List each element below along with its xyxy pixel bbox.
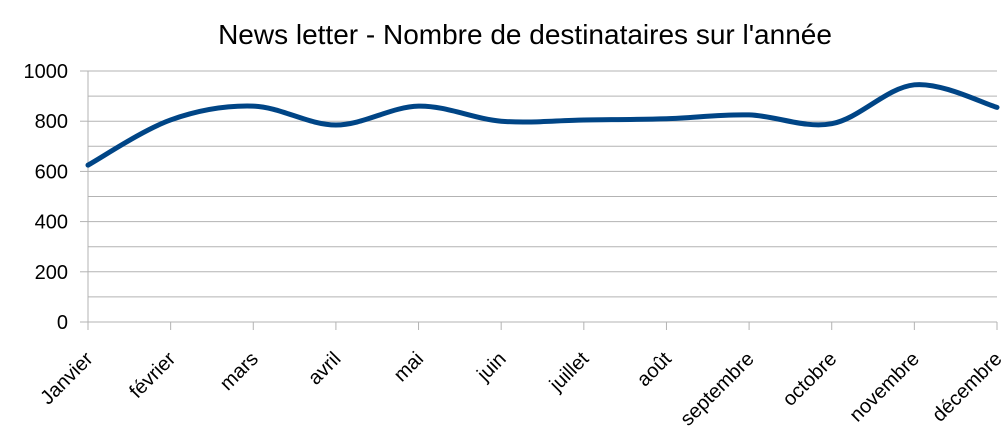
x-tick-label: novembre bbox=[845, 348, 923, 426]
y-tick-label: 600 bbox=[35, 161, 68, 183]
x-tick-label: février bbox=[125, 348, 180, 403]
y-tick-label: 200 bbox=[35, 262, 68, 284]
x-tick-label: août bbox=[633, 348, 676, 391]
y-tick-label: 0 bbox=[57, 312, 68, 334]
x-tick-label: mai bbox=[390, 348, 428, 386]
chart-title: News letter - Nombre de destinataires su… bbox=[218, 19, 832, 50]
x-tick-label: juin bbox=[472, 348, 510, 386]
y-tick-label: 800 bbox=[35, 111, 68, 133]
x-tick-label: décembre bbox=[928, 348, 1004, 426]
x-tick-label: octobre bbox=[779, 348, 842, 411]
y-tick-label: 1000 bbox=[24, 61, 69, 83]
x-tick-label: Janvier bbox=[36, 348, 97, 409]
x-tick-label: avril bbox=[304, 348, 345, 389]
x-tick-label: juillet bbox=[545, 348, 594, 397]
y-tick-label: 400 bbox=[35, 212, 68, 234]
line-series bbox=[85, 82, 1000, 168]
x-tick-label: septembre bbox=[676, 348, 758, 430]
x-tick-label: mars bbox=[216, 348, 263, 395]
